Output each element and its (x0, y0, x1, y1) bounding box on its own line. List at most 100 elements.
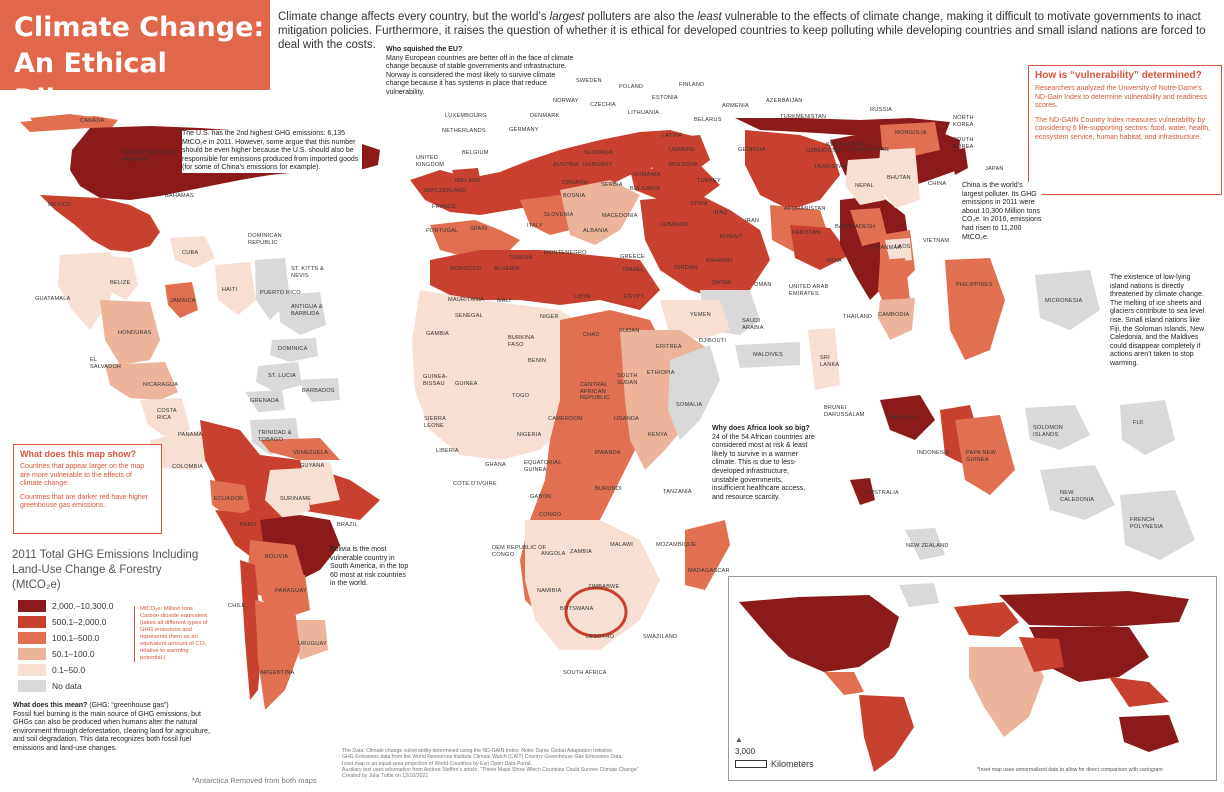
country-label: SOUTH KOREA (953, 137, 974, 150)
country-label: HONDURAS (118, 330, 152, 336)
compass-north-icon: ▲ (735, 735, 743, 744)
country-label: COSTA RICA (157, 408, 177, 421)
country-label: TUNISIA (509, 255, 533, 261)
china-note-text: China is the world’s largest polluter. I… (962, 182, 1042, 241)
inset-greenland (899, 583, 939, 607)
eu-note-text: Many European countries are better off i… (386, 54, 574, 96)
country-label: LITHUANIA (628, 110, 660, 116)
country-label: BULGARIA (630, 186, 660, 192)
country-mongolia-shape (880, 122, 940, 158)
country-label: GREECE (620, 254, 645, 260)
country-ireland-shape (452, 168, 482, 192)
vulnerability-box: How is “vulnerability” determined? Resea… (1028, 65, 1222, 195)
country-label: SUDAN (619, 328, 640, 334)
country-label: MACEDONIA (602, 213, 638, 219)
inset-australia (1119, 715, 1179, 752)
country-label: GHANA (485, 462, 506, 468)
country-label: UNITED KINGDOM (416, 155, 445, 168)
country-label: FRANCE (432, 204, 457, 210)
country-label: ARMENIA (722, 103, 749, 109)
legend-label: 0.1–50.0 (52, 665, 86, 675)
country-label: MALAYSIA (888, 415, 918, 421)
country-ecuador-shape (210, 480, 250, 518)
country-madagascar-shape (685, 520, 730, 590)
country-label: SENEGAL (455, 313, 483, 319)
scale-unit: Kilometers (771, 759, 814, 769)
country-label: KAZAKHSTAN (850, 147, 889, 153)
country-lesotho-shape (564, 586, 628, 638)
country-label: FINLAND (679, 82, 705, 88)
country-panama-shape (150, 430, 212, 470)
country-label: BRUNEI DARUSSALAM (824, 405, 865, 418)
country-label: SIERRA LEONE (424, 416, 446, 429)
country-label: SYRIA (690, 201, 708, 207)
legend-item: No data (18, 680, 82, 692)
country-label: KENYA (648, 432, 668, 438)
country-label: MEXICO (48, 202, 72, 208)
meaning-text: Fossil fuel burning is the main source o… (13, 710, 210, 752)
country-label: UZBEKISTAN (806, 148, 843, 154)
legend-item: 2,000.–10,300.0 (18, 600, 113, 612)
country-balkans-shape (560, 180, 640, 245)
country-suriname-shape (265, 468, 310, 520)
legend-swatch (18, 648, 46, 660)
intro-emphasis-1: largest (549, 11, 585, 23)
country-label: MALDIVES (753, 352, 783, 358)
title-line-2: An Ethical Dilemma (14, 48, 167, 115)
country-label: UNITED STATES OF AMERICA (122, 150, 178, 163)
country-label: CROATIA (562, 180, 588, 186)
country-label: PAKISTAN (792, 230, 821, 236)
meaning-subtitle: (GHG: “greenhouse gas”) (89, 702, 169, 709)
country-label: BOLIVIA (265, 554, 289, 560)
country-label: URUGUAY (298, 641, 327, 647)
country-label: NORTH KOREA (953, 115, 974, 128)
country-label: NEPAL (855, 183, 874, 189)
country-label: LAOS (895, 244, 911, 250)
country-sri-lanka-shape (808, 328, 840, 390)
country-philippines-shape (945, 258, 1005, 360)
country-honduras-shape (100, 300, 160, 365)
intro-emphasis-2: least (697, 11, 722, 23)
country-label: NIGERIA (517, 432, 542, 438)
country-label: DENMARK (530, 113, 560, 119)
country-label: KYRGYZSTAN (826, 142, 866, 148)
country-label: INDIA (826, 258, 842, 264)
country-label: GERMANY (509, 127, 539, 133)
source-line: The Data: Climate change vulnerability d… (342, 748, 614, 754)
country-label: ECUADOR (214, 496, 244, 502)
scale-bar (735, 760, 767, 768)
country-label: ITALY (527, 223, 543, 229)
country-label: CUBA (182, 250, 199, 256)
country-label: SWAZILAND (643, 634, 678, 640)
country-label: TANZANIA (663, 489, 692, 495)
country-label: HUNGARY (583, 162, 613, 168)
country-label: ALBANIA (583, 228, 609, 234)
country-belize-shape (100, 255, 138, 300)
country-label: RWANDA (595, 450, 621, 456)
country-maldives-shape (735, 342, 800, 368)
country-label: NEW ZEALAND (906, 543, 949, 549)
inset-note: *Inset map uses unnormalized data to all… (977, 767, 1163, 773)
country-turkey-shape (630, 165, 720, 200)
country-label: FIJI (1133, 420, 1144, 426)
country-label: BELGIUM (462, 150, 489, 156)
country-label: GAMBIA (426, 331, 449, 337)
legend-label: 500.1–2,000.0 (52, 617, 107, 627)
country-label: ROMANIA (633, 172, 661, 178)
country-solomon-shape (1025, 405, 1090, 450)
country-cambodia-shape (878, 298, 915, 340)
country-label: MICRONESIA (1045, 298, 1083, 304)
vulnerability-text-1: Researchers analyzed the University of N… (1035, 85, 1207, 109)
inset-russia (999, 591, 1189, 627)
country-fiji-shape (1120, 400, 1175, 455)
legend-item: 500.1–2,000.0 (18, 616, 106, 628)
country-dominica-shape (270, 338, 318, 362)
country-label: UGANDA (614, 416, 640, 422)
country-label: SWEDEN (576, 78, 602, 84)
country-label: ST. KITTS & NEVIS (291, 266, 324, 279)
country-jamaica-shape (165, 282, 198, 318)
country-label: SRI LANKA (820, 355, 840, 368)
country-label: VENEZUELA (293, 450, 329, 456)
source-line: Auxiliary text uses information from And… (342, 766, 639, 773)
country-label: JORDAN (673, 265, 698, 271)
